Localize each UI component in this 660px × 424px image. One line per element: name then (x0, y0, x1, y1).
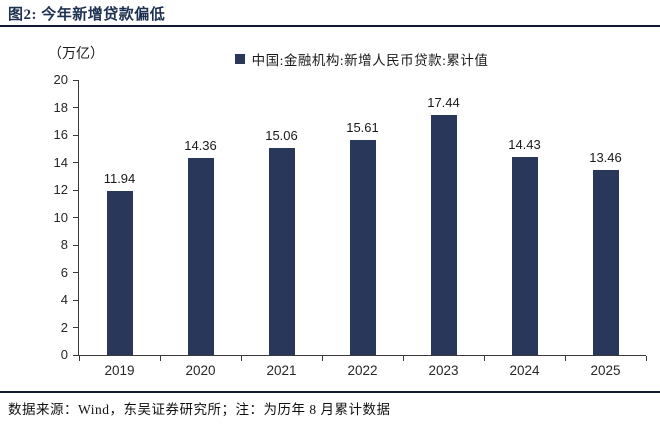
bar-2023 (430, 115, 457, 355)
figure-title: 图2: 今年新增贷款偏低 (8, 7, 166, 23)
x-axis-tick (240, 356, 242, 361)
legend-label: 中国:金融机构:新增人民币贷款:累计值 (251, 53, 489, 68)
y-tick-label: 0 (60, 347, 68, 362)
y-axis-unit-label: （万亿） (48, 47, 104, 62)
x-axis-tick (645, 356, 647, 361)
y-axis-tick (73, 217, 78, 218)
y-axis-tick (73, 272, 78, 273)
x-tick-label: 2024 (509, 363, 540, 378)
y-axis-tick (73, 189, 78, 191)
y-tick-label: 6 (60, 264, 68, 280)
x-tick-label: 2019 (104, 363, 135, 378)
y-tick-label: 14 (53, 154, 68, 170)
x-tick-label: 2020 (185, 363, 216, 378)
plot-area: 0 2 4 6 8 10 12 14 16 18 20 11.94 2019 14.36 2020 15.06… (54, 72, 647, 378)
bar-value-label: 11.94 (103, 170, 136, 186)
x-axis-tick (564, 356, 566, 361)
bar-2022 (349, 140, 376, 355)
x-axis-tick (483, 356, 485, 361)
y-tick-label: 18 (53, 99, 68, 115)
source-note: 数据来源：Wind，东吴证券研究所；注：为历年 8 月累计数据 (8, 402, 391, 417)
y-tick-label: 8 (60, 237, 68, 252)
bar-value-label: 15.06 (265, 127, 298, 143)
bar-2025 (592, 169, 619, 355)
y-tick-label: 4 (60, 292, 68, 307)
y-axis-tick (73, 299, 78, 301)
legend: 中国:金融机构:新增人民币贷款:累计值 (78, 49, 645, 69)
bar-2024 (511, 156, 538, 355)
bar-2020 (187, 157, 214, 355)
x-tick-label: 2023 (428, 363, 459, 378)
bar-2019 (106, 190, 133, 355)
y-axis-tick (73, 79, 78, 81)
legend-swatch-icon (234, 54, 245, 64)
bar-value-label: 14.43 (508, 136, 541, 152)
x-axis-tick (402, 356, 404, 361)
y-tick-label: 16 (53, 127, 68, 142)
y-axis-tick (73, 162, 78, 163)
y-axis-tick (73, 134, 78, 136)
x-axis-tick (321, 356, 323, 361)
bar-value-label: 14.36 (184, 137, 217, 153)
x-axis-tick (159, 356, 161, 361)
bar-value-label: 13.46 (589, 149, 622, 165)
y-tick-label: 2 (60, 319, 68, 335)
x-axis-tick (78, 356, 80, 361)
x-tick-label: 2025 (590, 363, 621, 378)
y-axis-tick (73, 244, 78, 246)
x-tick-label: 2022 (347, 363, 378, 378)
bar-2021 (268, 147, 295, 355)
y-axis-tick (73, 327, 78, 328)
y-tick-label: 20 (53, 72, 68, 87)
x-tick-label: 2021 (266, 363, 297, 378)
footer-divider (0, 391, 660, 393)
y-tick-label: 10 (53, 209, 68, 225)
bar-value-label: 17.44 (427, 95, 460, 111)
y-tick-label: 12 (53, 182, 68, 197)
y-axis-tick (73, 107, 78, 108)
bar-value-label: 15.61 (346, 120, 379, 136)
y-axis-tick (73, 354, 78, 356)
header-divider (0, 25, 660, 27)
